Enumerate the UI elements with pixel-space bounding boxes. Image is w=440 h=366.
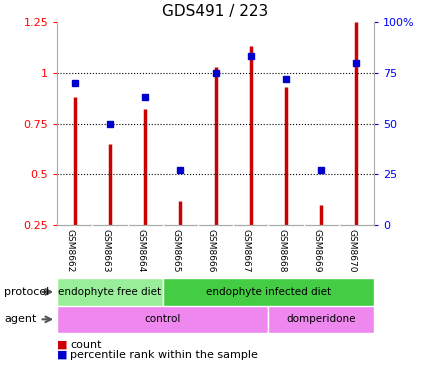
Text: GSM8664: GSM8664 — [136, 229, 145, 273]
Bar — [57, 306, 268, 333]
Text: percentile rank within the sample: percentile rank within the sample — [70, 350, 258, 360]
Bar — [57, 278, 163, 306]
Bar — [268, 306, 374, 333]
Text: GSM8662: GSM8662 — [66, 229, 75, 273]
Text: GSM8667: GSM8667 — [242, 229, 251, 273]
Text: GSM8663: GSM8663 — [101, 229, 110, 273]
Text: control: control — [145, 314, 181, 324]
Text: protocol: protocol — [4, 287, 50, 297]
Text: GSM8668: GSM8668 — [277, 229, 286, 273]
Text: domperidone: domperidone — [286, 314, 356, 324]
Title: GDS491 / 223: GDS491 / 223 — [162, 4, 269, 19]
Text: agent: agent — [4, 314, 37, 324]
Text: GSM8666: GSM8666 — [207, 229, 216, 273]
Text: endophyte free diet: endophyte free diet — [59, 287, 161, 297]
Text: ■: ■ — [57, 350, 68, 360]
Text: endophyte infected diet: endophyte infected diet — [206, 287, 331, 297]
Text: GSM8669: GSM8669 — [312, 229, 321, 273]
Text: GSM8665: GSM8665 — [172, 229, 180, 273]
Bar — [163, 278, 374, 306]
Text: count: count — [70, 340, 102, 350]
Text: GSM8670: GSM8670 — [348, 229, 356, 273]
Text: ■: ■ — [57, 340, 68, 350]
